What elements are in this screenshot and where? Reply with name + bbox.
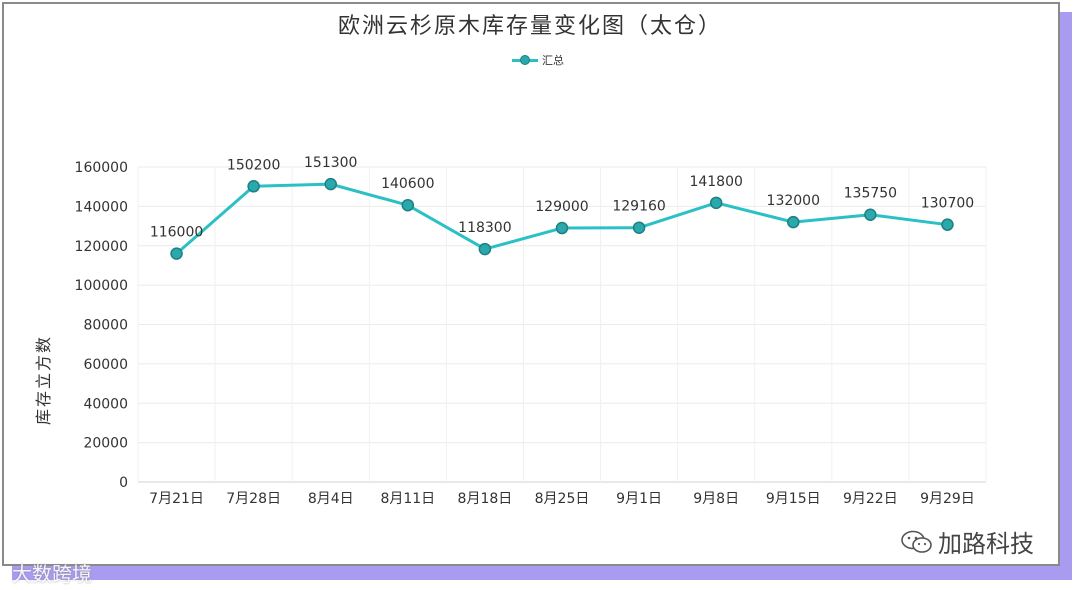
data-point: [555, 221, 569, 235]
data-point: [170, 247, 183, 260]
x-tick-label: 8月4日: [308, 491, 354, 507]
y-tick-label: 80000: [83, 318, 128, 334]
data-point: [247, 180, 260, 193]
data-label: 118300: [458, 220, 511, 236]
x-tick-label: 8月18日: [458, 491, 513, 507]
data-point: [709, 196, 723, 210]
data-label: 140600: [381, 176, 434, 192]
y-tick-label: 60000: [83, 357, 128, 373]
data-label: 141800: [689, 174, 742, 190]
x-tick-label: 8月25日: [535, 491, 590, 507]
x-tick-label: 9月15日: [766, 491, 821, 507]
y-tick-label: 140000: [75, 199, 128, 215]
y-tick-label: 40000: [83, 396, 128, 412]
data-point: [787, 215, 800, 229]
watermark-right-text: 加路科技: [938, 530, 1034, 558]
y-tick-label: 120000: [75, 239, 128, 255]
chart-frame: [2, 2, 1060, 566]
x-tick-label: 9月29日: [920, 491, 975, 507]
data-label: 132000: [767, 193, 820, 209]
chart-title: 欧洲云杉原木库存量变化图（太仓）: [337, 14, 722, 39]
x-tick-label: 8月11日: [380, 491, 435, 507]
x-tick-label: 7月21日: [149, 491, 204, 507]
x-tick-label: 9月8日: [693, 491, 739, 507]
data-point: [941, 218, 954, 231]
data-label: 150200: [227, 157, 280, 173]
data-label: 129160: [612, 199, 665, 215]
legend-line-marker-icon: [512, 54, 538, 66]
data-point: [401, 198, 415, 212]
data-label: 135750: [844, 186, 897, 202]
legend-label: 汇总: [542, 54, 564, 67]
data-point: [478, 242, 492, 256]
wechat-icon: [901, 530, 932, 553]
x-tick-label: 7月28日: [226, 491, 281, 507]
y-tick-label: 20000: [83, 436, 128, 452]
x-tick-label: 9月1日: [616, 491, 662, 507]
watermark-left: 大数跨境: [12, 562, 92, 586]
watermark-right: 加路科技: [900, 524, 1034, 559]
data-label: 129000: [535, 199, 588, 215]
data-point: [324, 177, 337, 191]
data-label: 130700: [921, 196, 974, 212]
y-tick-label: 0: [119, 475, 128, 491]
data-label: 151300: [304, 155, 357, 171]
data-point: [632, 221, 646, 234]
y-tick-label: 160000: [75, 160, 128, 176]
data-label: 116000: [150, 225, 203, 241]
data-point: [864, 208, 877, 221]
y-tick-label: 100000: [75, 278, 128, 294]
legend: 汇总: [512, 50, 564, 70]
x-tick-label: 9月22日: [843, 491, 898, 507]
